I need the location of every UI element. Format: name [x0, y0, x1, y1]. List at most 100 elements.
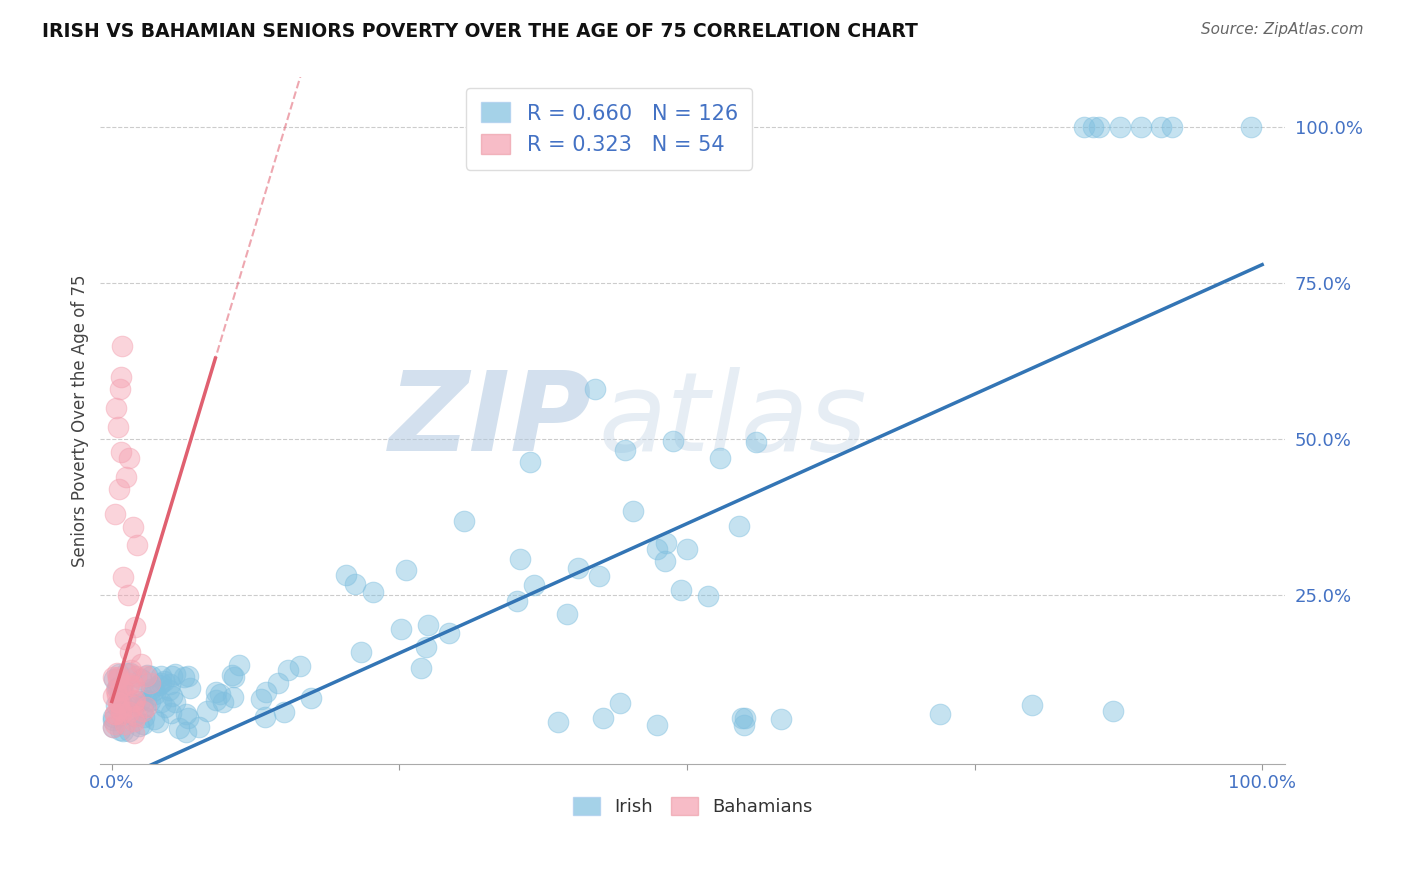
Point: [288, 659, 311, 673]
Point: [222, 690, 245, 705]
Point: [131, 704, 153, 718]
Point: [929, 706, 952, 721]
Point: [110, 370, 132, 384]
Point: [204, 693, 226, 707]
Point: [1021, 698, 1043, 712]
Point: [588, 569, 610, 583]
Point: [105, 665, 128, 680]
Point: [647, 541, 669, 556]
Point: [389, 622, 412, 636]
Point: [101, 690, 124, 704]
Point: [110, 445, 132, 459]
Point: [127, 538, 149, 552]
Point: [129, 657, 152, 671]
Point: [149, 668, 172, 682]
Point: [110, 693, 132, 707]
Point: [108, 666, 131, 681]
Legend: Irish, Bahamians: Irish, Bahamians: [565, 790, 820, 823]
Point: [299, 690, 322, 705]
Point: [122, 709, 145, 723]
Point: [110, 707, 132, 722]
Point: [101, 720, 124, 734]
Point: [645, 718, 668, 732]
Point: [114, 717, 136, 731]
Point: [361, 584, 384, 599]
Point: [101, 670, 124, 684]
Point: [696, 590, 718, 604]
Point: [177, 711, 200, 725]
Point: [709, 451, 731, 466]
Point: [124, 619, 146, 633]
Point: [204, 685, 226, 699]
Point: [139, 669, 162, 683]
Point: [150, 694, 173, 708]
Point: [107, 695, 129, 709]
Point: [103, 672, 125, 686]
Point: [506, 594, 529, 608]
Point: [121, 519, 143, 533]
Point: [179, 681, 201, 696]
Point: [273, 705, 295, 719]
Point: [623, 504, 645, 518]
Point: [509, 552, 531, 566]
Point: [734, 711, 756, 725]
Point: [105, 689, 128, 703]
Point: [135, 699, 157, 714]
Point: [409, 660, 432, 674]
Point: [157, 683, 180, 698]
Point: [350, 645, 373, 659]
Point: [112, 683, 135, 698]
Point: [160, 669, 183, 683]
Point: [395, 563, 418, 577]
Point: [222, 670, 245, 684]
Point: [662, 434, 685, 449]
Point: [731, 711, 754, 725]
Point: [547, 714, 569, 729]
Point: [439, 626, 461, 640]
Point: [135, 668, 157, 682]
Point: [114, 632, 136, 646]
Point: [416, 618, 439, 632]
Point: [523, 578, 546, 592]
Point: [142, 712, 165, 726]
Point: [655, 536, 678, 550]
Point: [108, 383, 131, 397]
Point: [104, 683, 127, 698]
Point: [1073, 120, 1095, 135]
Point: [125, 668, 148, 682]
Point: [114, 470, 136, 484]
Point: [118, 695, 141, 709]
Point: [105, 681, 128, 695]
Point: [187, 720, 209, 734]
Text: IRISH VS BAHAMIAN SENIORS POVERTY OVER THE AGE OF 75 CORRELATION CHART: IRISH VS BAHAMIAN SENIORS POVERTY OVER T…: [42, 22, 918, 41]
Point: [111, 681, 134, 695]
Point: [165, 666, 187, 681]
Point: [583, 383, 606, 397]
Point: [118, 451, 141, 466]
Point: [745, 435, 768, 450]
Point: [1130, 120, 1153, 135]
Point: [139, 682, 162, 697]
Point: [129, 685, 152, 699]
Point: [104, 717, 127, 731]
Point: [212, 695, 235, 709]
Point: [132, 710, 155, 724]
Point: [195, 704, 218, 718]
Point: [335, 568, 357, 582]
Point: [103, 720, 125, 734]
Point: [609, 696, 631, 710]
Point: [121, 699, 143, 714]
Point: [112, 569, 135, 583]
Point: [155, 699, 177, 714]
Point: [675, 542, 697, 557]
Point: [107, 672, 129, 686]
Point: [165, 695, 187, 709]
Point: [124, 692, 146, 706]
Point: [110, 681, 132, 695]
Point: [1161, 120, 1184, 135]
Point: [104, 706, 127, 721]
Point: [146, 715, 169, 730]
Point: [110, 704, 132, 718]
Point: [1088, 120, 1111, 135]
Point: [132, 716, 155, 731]
